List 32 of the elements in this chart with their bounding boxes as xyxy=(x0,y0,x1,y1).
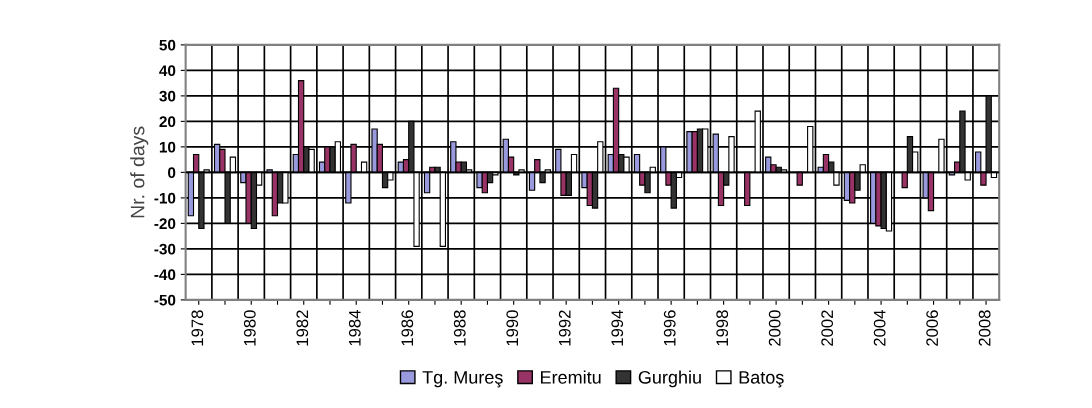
x-tick-label: 1982 xyxy=(296,310,309,346)
x-tick-label: 1988 xyxy=(453,310,466,346)
x-tick-label: 1992 xyxy=(558,310,571,346)
legend-label: Tg. Mureş xyxy=(422,371,503,388)
x-tick-label: 1986 xyxy=(401,310,414,346)
x-tick-label: 1990 xyxy=(506,310,519,346)
y-tick-label: -50 xyxy=(154,294,176,306)
x-tick-label: 1978 xyxy=(191,310,204,346)
x-tick-label: 1994 xyxy=(611,310,624,346)
y-tick-label: 50 xyxy=(159,39,176,51)
x-tick-label: 2004 xyxy=(873,310,886,346)
x-tick-label: 2000 xyxy=(768,310,781,346)
x-tick-label: 2006 xyxy=(926,310,939,346)
x-tick-label: 1980 xyxy=(243,310,256,346)
x-tick-label: 1984 xyxy=(348,310,361,346)
legend-label: Batoş xyxy=(739,371,784,388)
y-tick-label: -20 xyxy=(154,218,176,230)
x-tick-label: 1998 xyxy=(716,310,729,346)
y-tick-label: -40 xyxy=(154,269,176,281)
y-tick-label: 30 xyxy=(159,90,176,102)
y-tick-label: -30 xyxy=(154,243,176,255)
x-tick-label: 2002 xyxy=(821,310,834,346)
x-tick-label: 1996 xyxy=(663,310,676,346)
y-tick-label: 10 xyxy=(159,141,176,153)
y-tick-label: -10 xyxy=(154,192,176,204)
y-tick-label: 40 xyxy=(159,65,176,77)
legend-label: Eremitu xyxy=(541,370,601,384)
y-tick-label: 20 xyxy=(159,116,176,128)
x-tick-label: 2008 xyxy=(978,310,991,346)
y-tick-label: 0 xyxy=(168,167,176,179)
legend-label: Gurghiu xyxy=(638,370,701,388)
y-axis-title: Nr. of days xyxy=(130,126,149,218)
